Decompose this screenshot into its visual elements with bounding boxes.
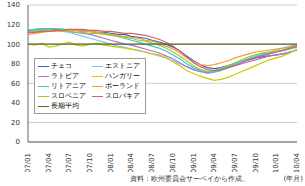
html-text:ラトビア: ラトビア — [51, 72, 79, 80]
html-text:資料：欧州委員会サーベイから作成。: 資料：欧州委員会サーベイから作成。 — [130, 175, 249, 183]
html-text:ハンガリー: ハンガリー — [104, 72, 140, 80]
svg-text:60: 60 — [11, 80, 20, 88]
html-text:リトアニア: リトアニア — [51, 82, 86, 90]
svg-text:0: 0 — [16, 138, 20, 146]
html-text:長期平均: 長期平均 — [51, 102, 79, 110]
svg-text:07/10: 07/10 — [86, 153, 94, 172]
html-text:スロベニア: スロベニア — [51, 92, 86, 100]
html-text:(年月): (年月) — [283, 175, 303, 183]
svg-text:09/04: 09/04 — [210, 152, 218, 172]
html-text:ポーランド: ポーランド — [104, 82, 140, 90]
svg-text:08/04: 08/04 — [127, 152, 135, 172]
svg-text:07/07: 07/07 — [65, 153, 73, 172]
svg-text:09/01: 09/01 — [190, 153, 198, 172]
html-text:スロバキア: スロバキア — [104, 92, 140, 100]
svg-text:09/07: 09/07 — [231, 153, 239, 172]
html-text:チェコ: チェコ — [51, 62, 72, 70]
svg-text:140: 140 — [8, 1, 20, 9]
svg-text:07/04: 07/04 — [45, 152, 53, 172]
svg-text:07/01: 07/01 — [24, 153, 32, 172]
svg-text:10/01: 10/01 — [272, 153, 280, 172]
svg-text:20: 20 — [11, 119, 20, 127]
svg-text:40: 40 — [11, 99, 20, 107]
svg-text:08/10: 08/10 — [169, 153, 177, 172]
svg-text:08/07: 08/07 — [148, 153, 156, 172]
svg-text:10/04: 10/04 — [293, 152, 297, 172]
svg-text:09/10: 09/10 — [252, 153, 260, 172]
svg-text:120: 120 — [8, 21, 20, 29]
svg-text:80: 80 — [11, 60, 20, 68]
svg-text:08/01: 08/01 — [107, 153, 115, 172]
html-text:エストニア: エストニア — [104, 62, 140, 70]
svg-text:100: 100 — [8, 41, 20, 49]
